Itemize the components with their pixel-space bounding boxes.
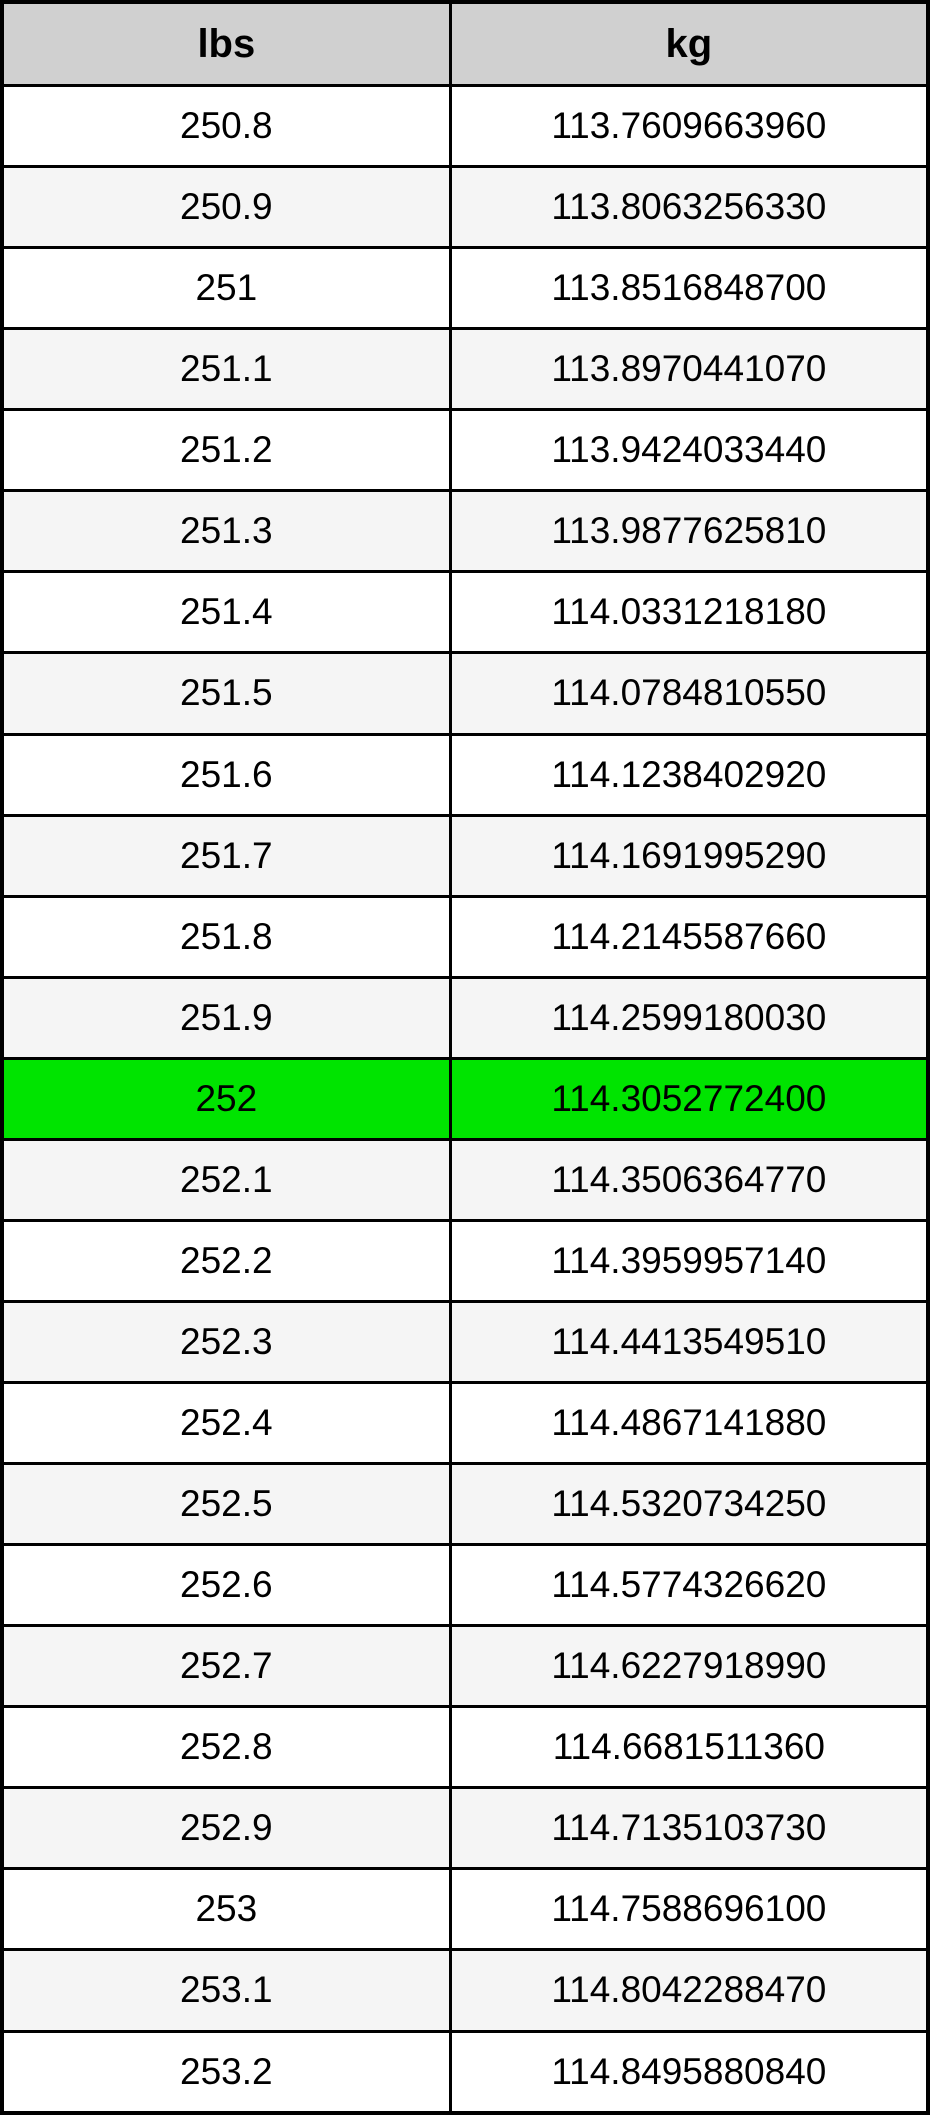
- lbs-value: 251.3: [0, 489, 452, 574]
- kg-value: 113.9877625810: [448, 489, 930, 574]
- table-row: 253.1 114.8042288470: [0, 1948, 930, 2033]
- lbs-value: 252.9: [0, 1786, 452, 1871]
- table-row: 251.4 114.0331218180: [0, 570, 930, 655]
- lbs-value: 251.6: [0, 732, 452, 817]
- lbs-value: 251: [0, 246, 452, 331]
- kg-value: 114.5320734250: [448, 1462, 930, 1547]
- table-row: 251.9 114.2599180030: [0, 975, 930, 1060]
- table-row: 252.3 114.4413549510: [0, 1299, 930, 1385]
- lbs-value: 251.5: [0, 651, 452, 736]
- kg-value: 114.6227918990: [448, 1624, 930, 1709]
- table-row: 252.9 114.7135103730: [0, 1786, 930, 1871]
- table-row: 250.9 113.8063256330: [0, 165, 930, 250]
- table-row: 251.3 113.9877625810: [0, 489, 930, 574]
- kg-value: 114.7135103730: [448, 1786, 930, 1871]
- lbs-value: 251.9: [0, 975, 452, 1060]
- lbs-value: 250.9: [0, 165, 452, 250]
- kg-value: 114.5774326620: [448, 1543, 930, 1628]
- kg-value: 114.0784810550: [448, 651, 930, 736]
- table-row: 251 113.8516848700: [0, 246, 930, 331]
- kg-value: 114.3959957140: [448, 1218, 930, 1303]
- table-row: 251.6 114.1238402920: [0, 732, 930, 817]
- kg-value: 113.9424033440: [448, 408, 930, 493]
- kg-value: 113.8516848700: [448, 246, 930, 331]
- kg-value: 114.2599180030: [448, 975, 930, 1060]
- kg-value: 114.8042288470: [448, 1948, 930, 2033]
- table-row: 252.6 114.5774326620: [0, 1543, 930, 1628]
- lbs-value: 251.4: [0, 570, 452, 655]
- lbs-value: 253.2: [0, 2029, 452, 2115]
- table-row: 252.8 114.6681511360: [0, 1705, 930, 1790]
- table-row: 253 114.7588696100: [0, 1867, 930, 1952]
- table-header-row: lbs kg: [0, 0, 930, 87]
- kg-value: 114.1691995290: [448, 813, 930, 898]
- kg-value: 114.4867141880: [448, 1380, 930, 1466]
- lbs-value: 253: [0, 1867, 452, 1952]
- lbs-value: 252.8: [0, 1705, 452, 1790]
- kg-value: 113.8970441070: [448, 327, 930, 412]
- lbs-value: 252.2: [0, 1218, 452, 1303]
- table-row: 251.1 113.8970441070: [0, 327, 930, 412]
- column-header-kg: kg: [448, 0, 930, 87]
- lbs-value: 252.7: [0, 1624, 452, 1709]
- lbs-value: 252.3: [0, 1299, 452, 1385]
- table-row: 252.1 114.3506364770: [0, 1137, 930, 1222]
- column-header-lbs: lbs: [0, 0, 452, 87]
- table-row: 253.2 114.8495880840: [0, 2029, 930, 2115]
- lbs-value: 253.1: [0, 1948, 452, 2033]
- lbs-value: 251.7: [0, 813, 452, 898]
- table-row: 252.2 114.3959957140: [0, 1218, 930, 1303]
- kg-value: 114.1238402920: [448, 732, 930, 817]
- table-row: 251.2 113.9424033440: [0, 408, 930, 493]
- kg-value: 114.2145587660: [448, 894, 930, 979]
- lbs-value: 251.1: [0, 327, 452, 412]
- table-row: 252.4 114.4867141880: [0, 1380, 930, 1466]
- kg-value: 113.7609663960: [448, 83, 930, 169]
- lbs-value: 252.1: [0, 1137, 452, 1222]
- table-row: 251.5 114.0784810550: [0, 651, 930, 736]
- kg-value: 114.3506364770: [448, 1137, 930, 1222]
- lbs-value: 250.8: [0, 83, 452, 169]
- lbs-value: 252.6: [0, 1543, 452, 1628]
- lbs-value: 252.4: [0, 1380, 452, 1466]
- kg-value: 114.3052772400: [448, 1056, 930, 1141]
- lbs-value: 251.2: [0, 408, 452, 493]
- table-row: 252 114.3052772400: [0, 1056, 930, 1141]
- table-row: 251.8 114.2145587660: [0, 894, 930, 979]
- table-row: 252.5 114.5320734250: [0, 1462, 930, 1547]
- lbs-value: 251.8: [0, 894, 452, 979]
- kg-value: 113.8063256330: [448, 165, 930, 250]
- kg-value: 114.7588696100: [448, 1867, 930, 1952]
- kg-value: 114.0331218180: [448, 570, 930, 655]
- table-row: 250.8 113.7609663960: [0, 83, 930, 169]
- kg-value: 114.6681511360: [448, 1705, 930, 1790]
- kg-value: 114.8495880840: [448, 2029, 930, 2115]
- lbs-value: 252: [0, 1056, 452, 1141]
- table-row: 252.7 114.6227918990: [0, 1624, 930, 1709]
- kg-value: 114.4413549510: [448, 1299, 930, 1385]
- lbs-value: 252.5: [0, 1462, 452, 1547]
- table-row: 251.7 114.1691995290: [0, 813, 930, 898]
